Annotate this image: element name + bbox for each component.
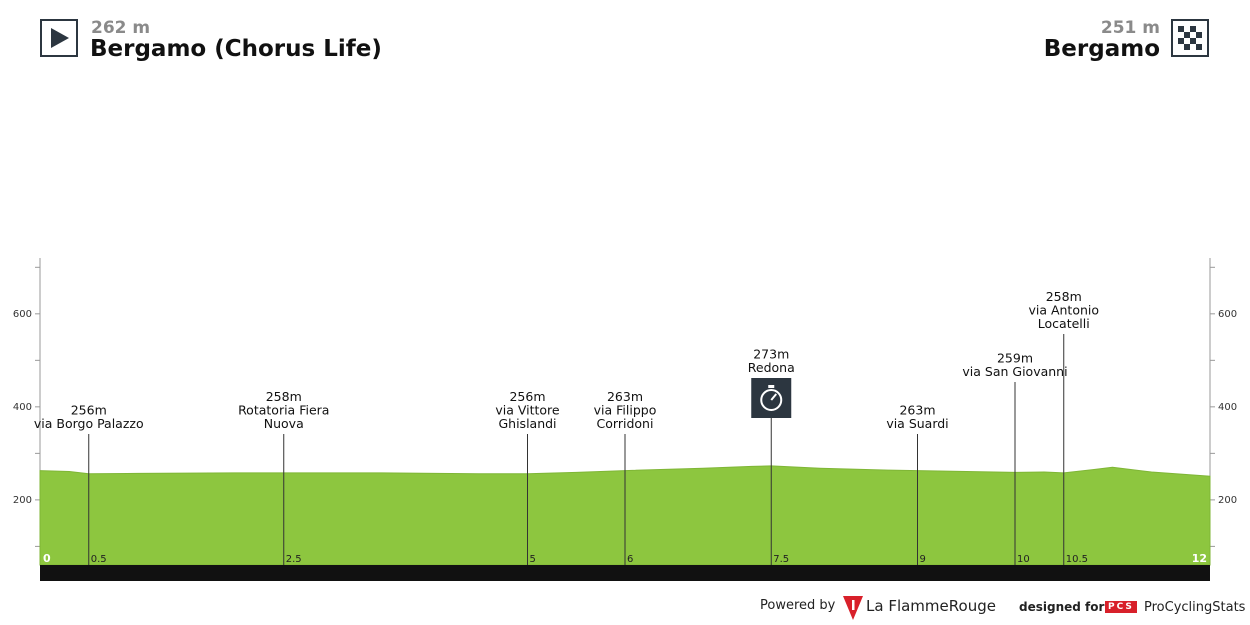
point-altitude-label: 263m <box>899 403 935 418</box>
point-name-label: via San Giovanni <box>962 364 1067 379</box>
point-km-label: 10.5 <box>1066 554 1088 565</box>
point-name-label: via Suardi <box>886 416 948 431</box>
start-flag-box <box>40 19 78 57</box>
stopwatch-face <box>760 389 783 411</box>
right-axis-tick-label: 600 <box>1218 309 1237 320</box>
start-place: Bergamo (Chorus Life) <box>90 36 382 62</box>
point-altitude-label: 258m <box>266 389 302 404</box>
designed-for-text: designed for <box>1019 600 1105 614</box>
point-name-label: via Borgo Palazzo <box>34 416 144 431</box>
left-axis-tick-label: 200 <box>13 495 32 506</box>
pcs-badge-text: PCS <box>1108 602 1134 612</box>
road-band <box>40 565 1210 581</box>
point-km-label: 2.5 <box>286 554 302 565</box>
point-km-label: 10 <box>1017 554 1030 565</box>
powered-by-text: Powered by <box>760 598 836 613</box>
right-axis-tick-label: 200 <box>1218 495 1237 506</box>
point-name-label: via Vittore <box>495 403 560 418</box>
checkered-flag-icon <box>1178 26 1202 50</box>
point-name-label: Rotatoria Fiera <box>238 403 329 418</box>
point-km-label: 5 <box>530 554 536 565</box>
start-altitude: 262 m <box>91 18 151 38</box>
point-km-label: 6 <box>627 554 633 565</box>
play-icon <box>51 28 69 48</box>
point-altitude-label: 259m <box>997 351 1033 366</box>
stopwatch-button <box>768 385 775 388</box>
stopwatch-icon <box>751 378 792 418</box>
pcs-badge: PCS <box>1105 601 1137 613</box>
point-name-label: Ghislandi <box>498 416 556 431</box>
brand-prefix: La Flamme <box>866 597 949 615</box>
stopwatch-hand <box>770 393 778 401</box>
finish-place: Bergamo <box>1043 36 1160 62</box>
point-name-label: Corridoni <box>597 416 654 431</box>
right-axis-tick-label: 400 <box>1218 402 1237 413</box>
point-km-label: 0.5 <box>91 554 107 565</box>
brand-name: La FlammeRouge <box>866 597 996 615</box>
point-altitude-label: 256m <box>509 389 545 404</box>
point-name-label: via Antonio <box>1028 303 1099 318</box>
point-altitude-label: 258m <box>1046 289 1082 304</box>
point-km-label: 7.5 <box>773 554 789 565</box>
end-km-label: 12 <box>1192 552 1207 565</box>
point-name-label: Nuova <box>264 416 304 431</box>
point-name-label: Redona <box>748 360 795 375</box>
point-altitude-label: 273m <box>753 347 789 362</box>
pcs-name: ProCyclingStats <box>1144 600 1246 615</box>
finish-altitude: 251 m <box>1100 18 1160 38</box>
start-km-label: 0 <box>43 552 51 565</box>
left-axis-tick-label: 400 <box>13 402 32 413</box>
left-axis-tick-label: 600 <box>13 309 32 320</box>
point-km-label: 9 <box>920 554 926 565</box>
brand-suffix: Rouge <box>948 597 996 615</box>
point-altitude-label: 256m <box>71 403 107 418</box>
flamme-rouge-logo-icon <box>843 596 863 620</box>
point-name-label: via Filippo <box>594 403 657 418</box>
point-name-label: Locatelli <box>1038 316 1090 331</box>
point-altitude-label: 263m <box>607 389 643 404</box>
finish-flag-box <box>1171 19 1209 57</box>
